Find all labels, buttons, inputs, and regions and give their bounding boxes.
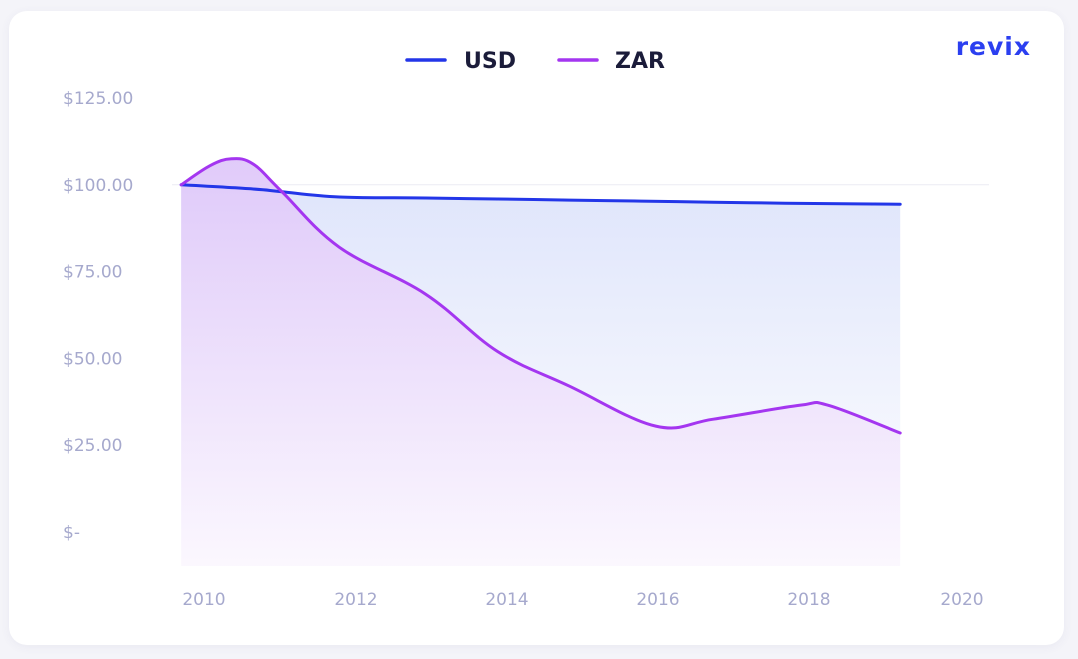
y-axis-ticks: $125.00 $100.00 $75.00 $50.00 $25.00 $- bbox=[63, 89, 133, 543]
x-tick-label: 2018 bbox=[787, 590, 830, 610]
y-tick-label: $75.00 bbox=[63, 263, 122, 283]
x-axis-ticks: 2010 2012 2014 2016 2018 2020 bbox=[182, 590, 983, 610]
y-tick-label: $125.00 bbox=[63, 89, 133, 109]
y-tick-label: $25.00 bbox=[63, 436, 122, 456]
series-lines bbox=[179, 157, 902, 435]
y-tick-label: $100.00 bbox=[63, 176, 133, 196]
x-tick-label: 2010 bbox=[182, 590, 225, 610]
chart-card: USD ZAR revix $125.00 $100.00 $75.00 $50.00… bbox=[9, 11, 1064, 645]
chart-svg: USD ZAR revix $125.00 $100.00 $75.00 $50.00… bbox=[63, 32, 1031, 610]
x-tick-label: 2012 bbox=[334, 590, 377, 610]
legend-label-zar: ZAR bbox=[615, 49, 665, 74]
revix-logo: revix bbox=[956, 32, 1031, 61]
series-areas bbox=[181, 158, 901, 567]
legend: USD ZAR bbox=[405, 49, 665, 74]
y-tick-label: $50.00 bbox=[63, 349, 122, 369]
y-tick-label: $- bbox=[63, 523, 80, 543]
x-tick-label: 2016 bbox=[636, 590, 679, 610]
legend-label-usd: USD bbox=[464, 49, 516, 74]
x-tick-label: 2020 bbox=[940, 590, 983, 610]
series-line-zar bbox=[179, 157, 902, 435]
x-tick-label: 2014 bbox=[485, 590, 528, 610]
